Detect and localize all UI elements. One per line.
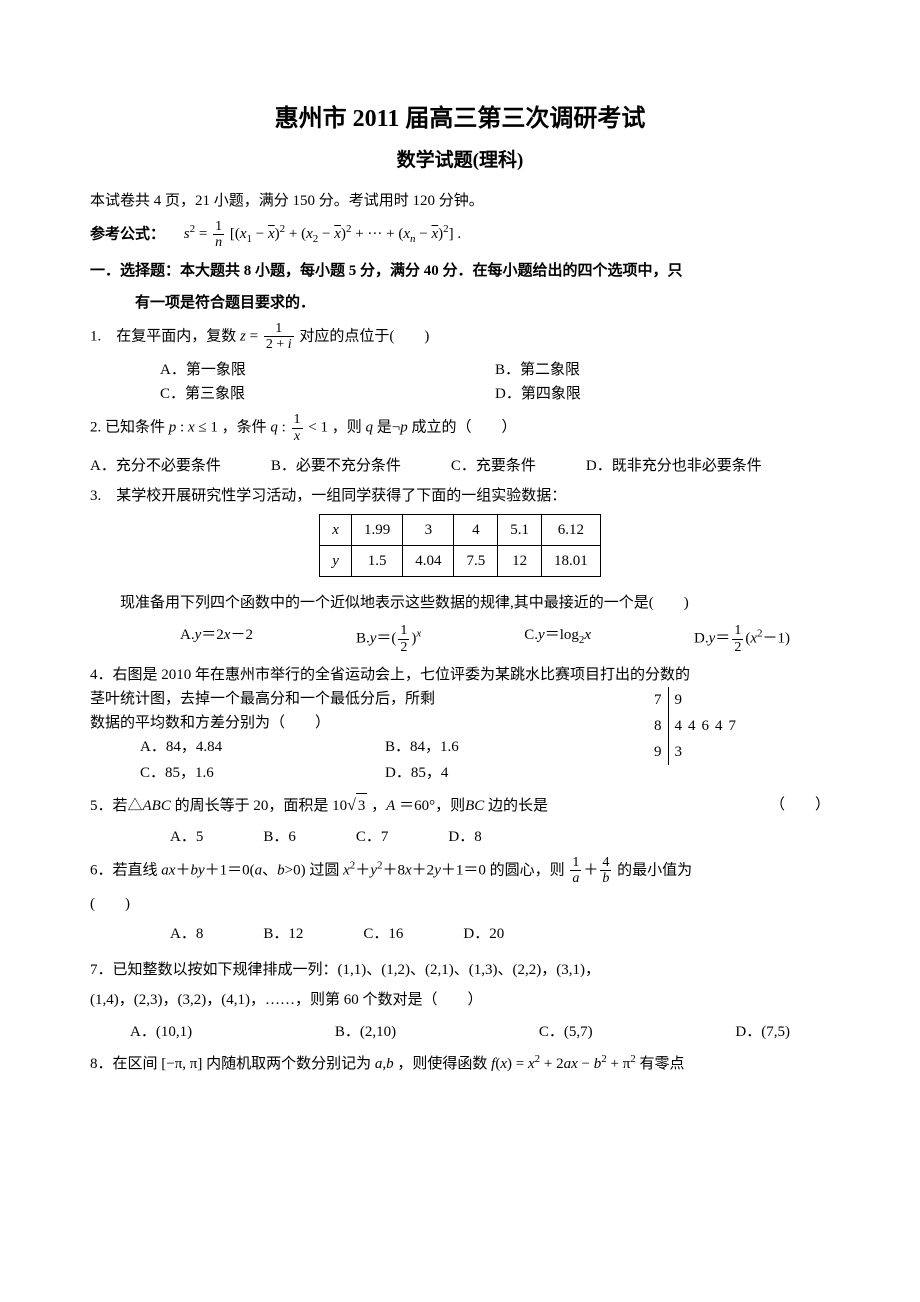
t-r1c6: 6.12 [541,515,600,546]
q5-tail: （ ） [770,793,830,819]
q3-data-table: x 1.99 3 4 5.1 6.12 y 1.5 4.04 7.5 12 18… [319,514,600,577]
q2-c: ，则 [332,420,362,436]
q5-opt-d: D．8 [448,825,481,849]
question-7-line2: (1,4)，(2,3)，(3,2)，(4,1)，……，则第 60 个数对是（ ） [90,988,830,1012]
t-r1c3: 3 [403,515,454,546]
q4-options: A．84，4.84 B．84，1.6 C．85，1.6 D．85，4 [140,735,630,787]
sl-s2: 8 [650,713,668,739]
t-r2c3: 4.04 [403,546,454,577]
sl-s1: 7 [650,687,668,713]
q3-options: A.y＝2x－2 B.y＝(12)x C.y＝log2x D.y＝12(x2－1… [180,623,790,655]
sl-l1: 9 [668,687,746,713]
q6-opt-b: B．12 [263,922,303,946]
question-3: 3. 某学校开展研究性学习活动，一组同学获得了下面的一组实验数据： [90,484,830,508]
q4-opt-d: D．85，4 [385,761,630,785]
q1-opt-c: C．第三象限 [160,382,495,406]
q3-subtext: 现准备用下列四个函数中的一个近似地表示这些数据的规律,其中最接近的一个是( ) [120,591,830,615]
t-r1c1: x [320,515,352,546]
q7-opt-a: A．(10,1) [130,1020,192,1044]
section1-heading-line2: 有一项是符合题目要求的． [135,291,830,315]
q1-opt-b: B．第二象限 [495,358,830,382]
q2-e: 成立的（ ） [412,420,517,436]
q5-opt-b: B．6 [263,825,296,849]
q2-opt-c: C．充要条件 [451,454,536,478]
q7-opt-c: C．(5,7) [539,1020,593,1044]
q2-b: ，条件 [222,420,267,436]
q3-opt-b: B.y＝(12)x [356,623,421,655]
q2-opt-b: B．必要不充分条件 [271,454,401,478]
t-r2c6: 18.01 [541,546,600,577]
q6-a: 6．若直线 [90,862,158,878]
intro-text: 本试卷共 4 页，21 小题，满分 150 分。考试用时 120 分钟。 [90,189,830,213]
q7-opt-b: B．(2,10) [335,1020,396,1044]
q8-b: 内随机取两个数分别记为 [206,1056,371,1072]
t-r1c2: 1.99 [351,515,402,546]
q6-b: 过圆 [309,862,339,878]
q5-a: 5．若△ [90,798,143,814]
q1-options: A．第一象限 B．第二象限 C．第三象限 D．第四象限 [160,358,830,406]
q5-opt-a: A．5 [170,825,203,849]
q8-a: 8．在区间 [90,1056,158,1072]
t-r2c4: 7.5 [454,546,498,577]
q6-opt-a: A．8 [170,922,203,946]
q2-options: A．充分不必要条件 B．必要不充分条件 C．充要条件 D．既非充分也非必要条件 [90,454,830,478]
q6-opt-c: C．16 [363,922,403,946]
q5-opt-c: C．7 [356,825,389,849]
q3-opt-a: A.y＝2x－2 [180,623,253,655]
q2-opt-a: A．充分不必要条件 [90,454,221,478]
q7-options: A．(10,1) B．(2,10) C．(5,7) D．(7,5) [130,1020,790,1044]
stem-leaf-plot: 79 844647 93 [650,687,746,765]
q4-opt-c: C．85，1.6 [140,761,385,785]
q4-opt-b: B．84，1.6 [385,735,630,759]
t-r1c4: 4 [454,515,498,546]
q6-d: 的最小值为 [617,862,692,878]
question-6: 6．若直线 ax＋by＋1＝0(a、b>0) 过圆 x2＋y2＋8x＋2y＋1＝… [90,855,830,887]
section1-heading-line1: 一．选择题：本大题共 8 小题，每小题 5 分，满分 40 分．在每小题给出的四… [90,259,830,283]
main-title: 惠州市 2011 届高三第三次调研考试 [90,100,830,138]
question-1: 1. 在复平面内，复数 z = 12 + i 对应的点位于( ) [90,321,830,353]
q1-opt-d: D．第四象限 [495,382,830,406]
question-8: 8．在区间 [−π, π] 内随机取两个数分别记为 a,b ，则使得函数 f(x… [90,1052,830,1076]
q5-options: A．5 B．6 C．7 D．8 [170,825,830,849]
t-r2c2: 1.5 [351,546,402,577]
question-7-line1: 7．已知整数以按如下规律排成一列：(1,1)、(1,2)、(2,1)、(1,3)… [90,958,830,982]
q4-line1: 4．右图是 2010 年在惠州市举行的全省运动会上，七位评委为某跳水比赛项目打出… [90,663,830,687]
q5-e: 边的长是 [488,798,548,814]
t-r2c1: y [320,546,352,577]
t-r2c5: 12 [498,546,542,577]
t-r1c5: 5.1 [498,515,542,546]
q8-c: ，则使得函数 [397,1056,487,1072]
q4-opt-a: A．84，4.84 [140,735,385,759]
q5-c: ， [371,798,386,814]
q3-opt-d: D.y＝12(x2－1) [694,623,790,655]
q6-options: A．8 B．12 C．16 D．20 [170,922,830,946]
q6-opt-d: D．20 [463,922,504,946]
sl-l3: 3 [668,739,746,765]
q5-d: ＝60°，则 [399,798,465,814]
question-5: 5．若△ABC 的周长等于 20，面积是 10√3 ，A ＝60°，则BC 边的… [90,793,830,819]
q4-line2: 茎叶统计图，去掉一个最高分和一个最低分后，所剩 [90,687,630,711]
q1-prefix: 1. 在复平面内，复数 [90,328,236,344]
q6-paren: ( ) [90,892,830,916]
q2-a: 2. 已知条件 [90,420,165,436]
sub-title: 数学试题(理科) [90,146,830,176]
q2-opt-d: D．既非充分也非必要条件 [586,454,762,478]
formula-row: 参考公式： s2 = 1n [(x1 − x)2 + (x2 − x)2 + ·… [90,219,830,251]
q1-opt-a: A．第一象限 [160,358,495,382]
q5-b: 的周长等于 20，面积是 [175,798,329,814]
sl-l2: 44647 [668,713,746,739]
q2-d: 是 [377,420,392,436]
q1-suffix: 对应的点位于( ) [299,328,429,344]
question-2: 2. 已知条件 p : x ≤ 1 ，条件 q : 1x < 1 ，则 q 是¬… [90,412,830,444]
q8-d: 有零点 [640,1056,685,1072]
sl-s3: 9 [650,739,668,765]
q4-line3: 数据的平均数和方差分别为（ ） [90,711,630,735]
q7-opt-d: D．(7,5) [735,1020,790,1044]
formula-label: 参考公式： [90,226,165,242]
q3-opt-c: C.y＝log2x [524,623,591,655]
q6-c: 的圆心，则 [490,862,565,878]
